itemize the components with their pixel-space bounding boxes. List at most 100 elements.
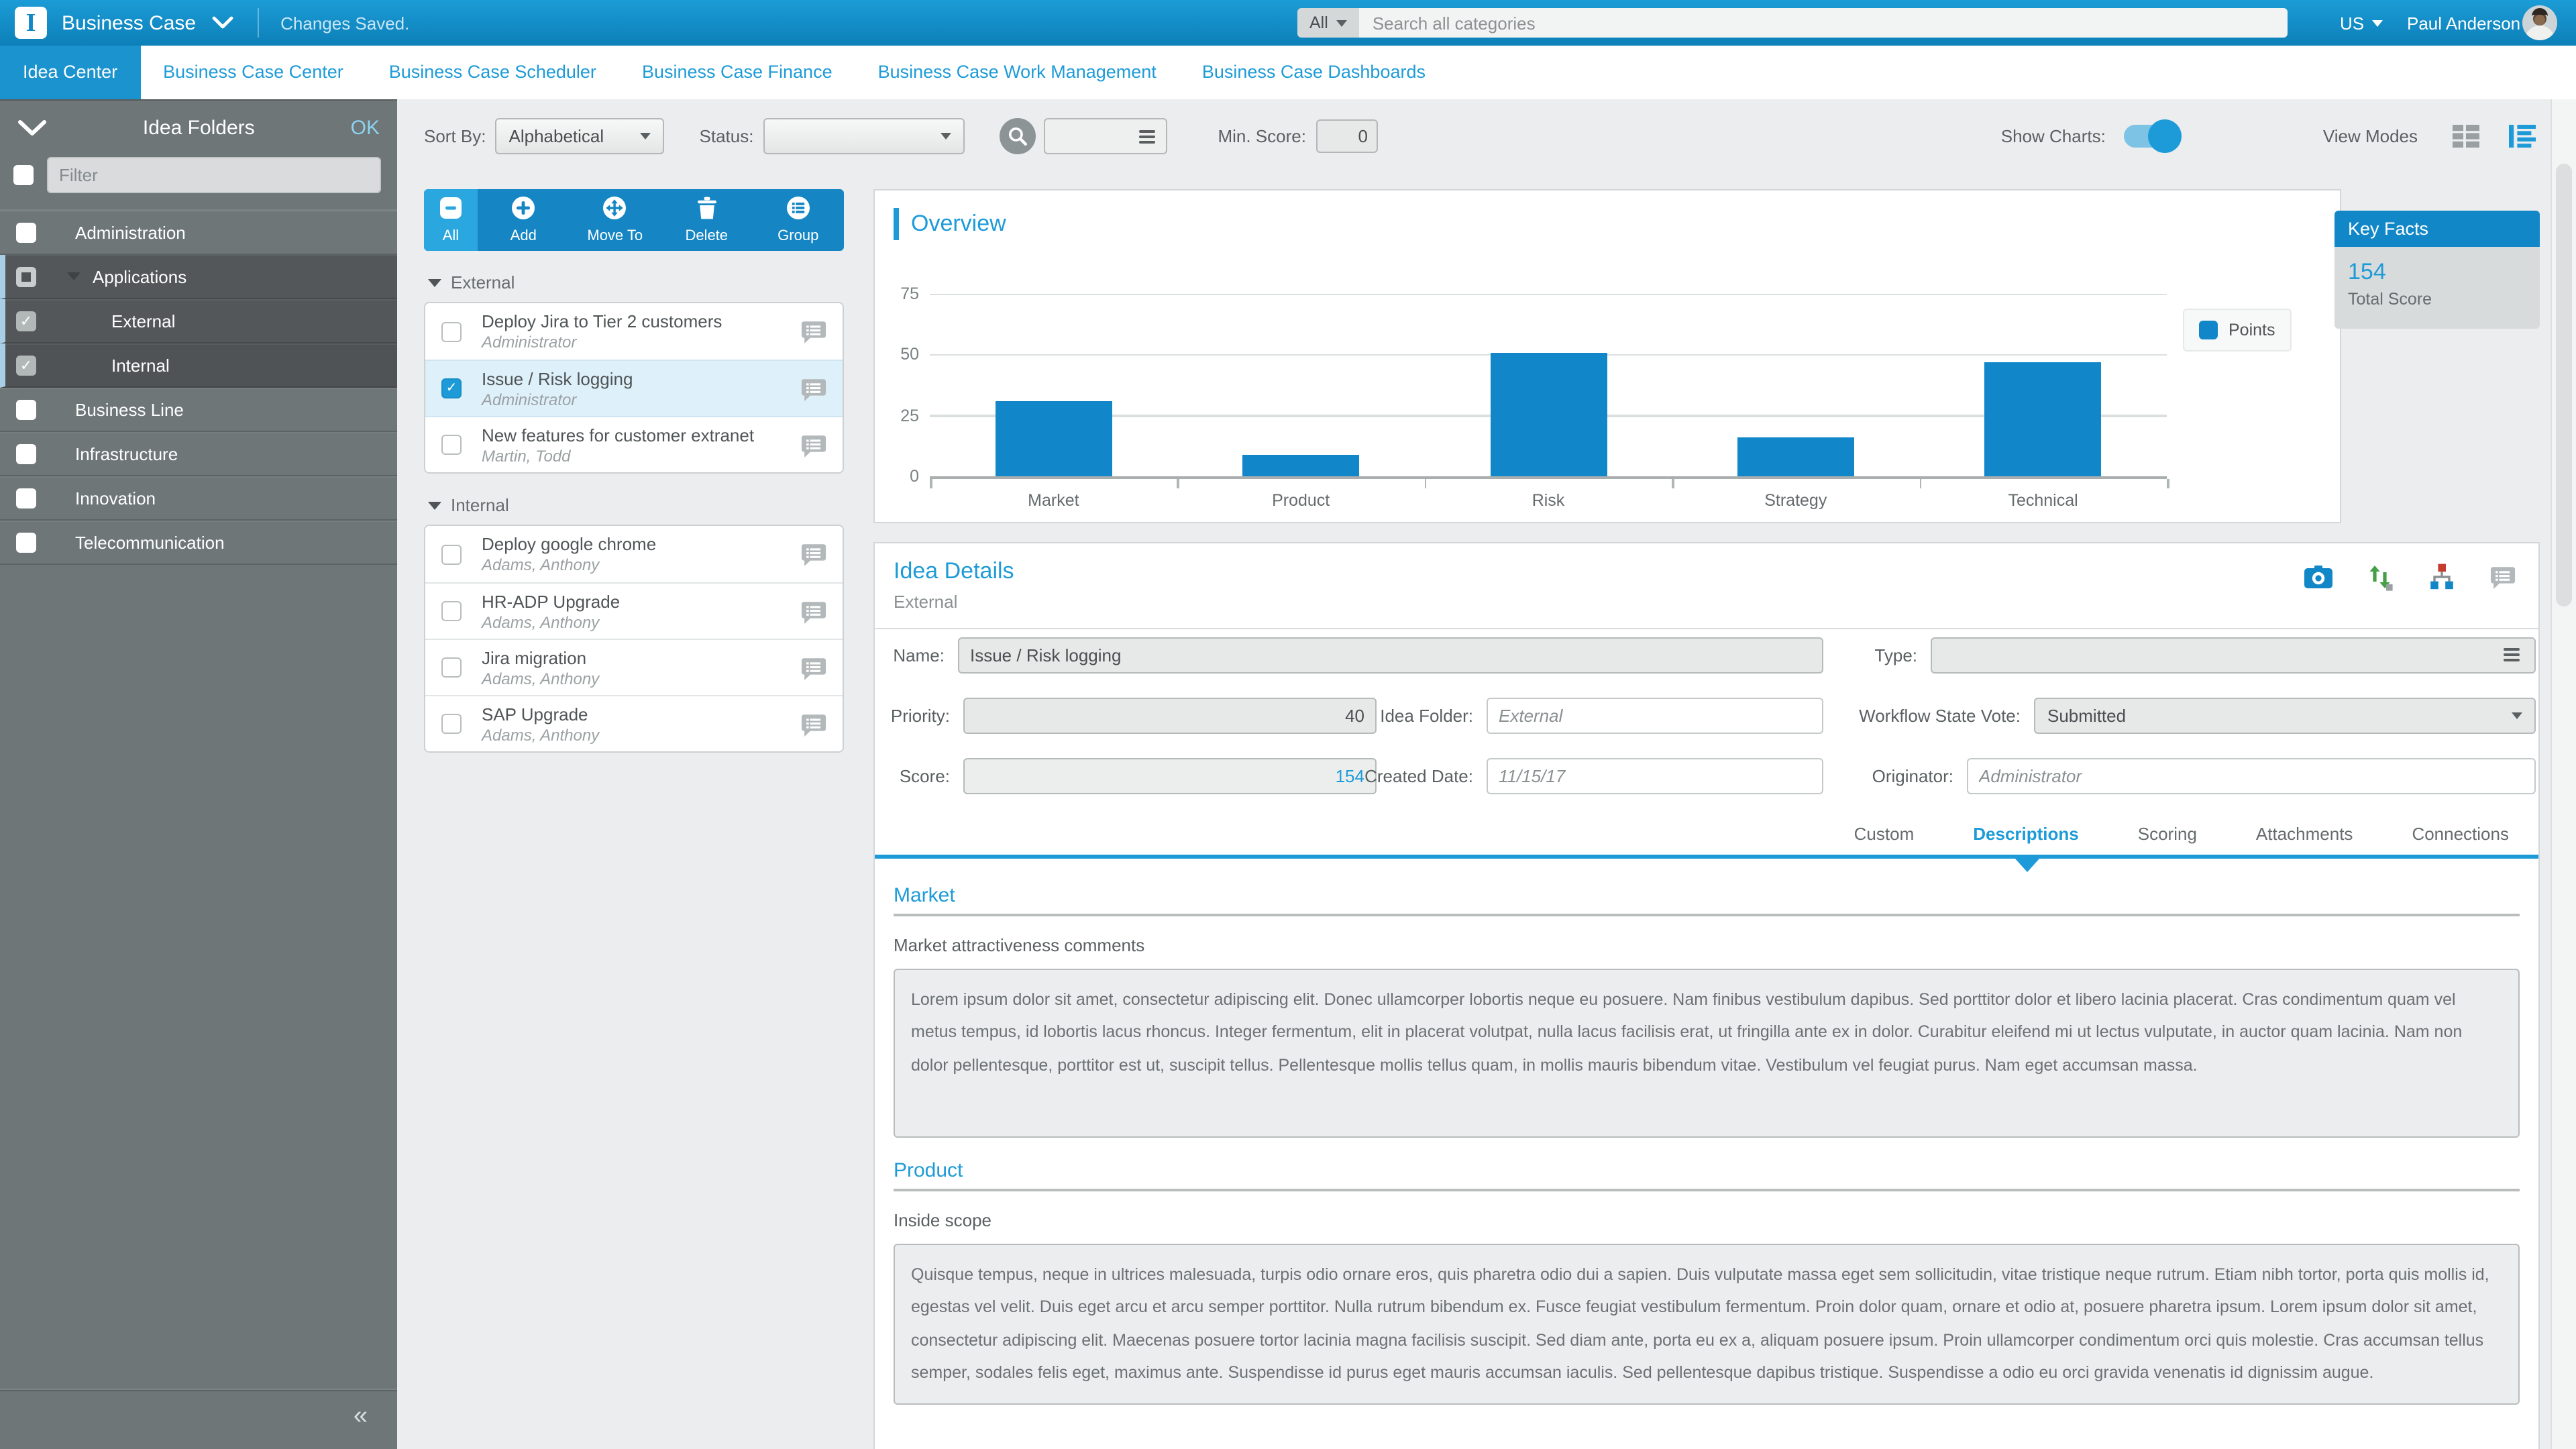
sidebar-item-telecommunication[interactable]: Telecommunication — [0, 521, 397, 565]
notes-icon[interactable] — [800, 376, 828, 411]
idea-folder-input[interactable] — [1487, 698, 1823, 734]
idea-checkbox[interactable] — [441, 544, 462, 564]
nav-tab-business-case-center[interactable]: Business Case Center — [163, 62, 343, 82]
tab-scoring[interactable]: Scoring — [2137, 823, 2197, 843]
idea-row-deploy-jira-to-tier-2-customers[interactable]: Deploy Jira to Tier 2 customers Administr… — [425, 303, 843, 360]
group-button[interactable]: Group — [753, 189, 845, 251]
group-header-external[interactable]: External — [428, 272, 844, 292]
app-logo[interactable]: I — [15, 7, 47, 39]
grid-view-icon[interactable] — [2453, 124, 2479, 147]
bar-market[interactable] — [995, 400, 1112, 476]
tab-attachments[interactable]: Attachments — [2255, 823, 2353, 843]
folder-checkbox[interactable] — [16, 399, 36, 419]
folder-checkbox[interactable] — [16, 222, 36, 242]
chevron-down-icon[interactable] — [212, 16, 233, 30]
filter-checkbox[interactable] — [13, 165, 34, 185]
idea-row-hr-adp-upgrade[interactable]: HR-ADP Upgrade Adams, Anthony — [425, 582, 843, 639]
notes-icon[interactable] — [800, 598, 828, 633]
search-scope-dropdown[interactable]: All — [1297, 8, 1359, 38]
swap-arrows-icon[interactable] — [2365, 562, 2395, 592]
search-input[interactable] — [1358, 8, 2288, 38]
bar-product[interactable] — [1242, 454, 1360, 476]
folder-checkbox[interactable] — [16, 443, 36, 464]
tab-descriptions[interactable]: Descriptions — [1973, 823, 2079, 843]
tab-connections[interactable]: Connections — [2412, 823, 2509, 843]
name-input[interactable] — [958, 637, 1823, 674]
show-charts-label: Show Charts: — [2000, 125, 2106, 146]
show-charts-toggle[interactable] — [2124, 119, 2182, 152]
sidebar-item-infrastructure[interactable]: Infrastructure — [0, 432, 397, 476]
hierarchy-icon[interactable] — [2427, 562, 2457, 592]
idea-checkbox[interactable] — [441, 321, 462, 341]
nav-tab-business-case-finance[interactable]: Business Case Finance — [641, 62, 833, 82]
user-avatar[interactable] — [2522, 5, 2557, 40]
idea-checkbox[interactable] — [441, 714, 462, 734]
chart-legend[interactable]: Points — [2183, 309, 2292, 352]
sidebar-item-internal[interactable]: ✓ Internal — [0, 343, 397, 388]
ok-button[interactable]: OK — [350, 116, 380, 139]
delete-button[interactable]: Delete — [661, 189, 753, 251]
add-button[interactable]: Add — [478, 189, 570, 251]
hamburger-icon[interactable] — [2504, 648, 2520, 661]
tab-custom[interactable]: Custom — [1854, 823, 1915, 843]
nav-tab-idea-center[interactable]: Idea Center — [0, 46, 141, 99]
collapse-panel-icon[interactable] — [17, 119, 47, 136]
all-button[interactable]: All — [424, 189, 478, 251]
nav-tab-business-case-scheduler[interactable]: Business Case Scheduler — [388, 62, 596, 82]
sidebar-item-business-line[interactable]: Business Line — [0, 388, 397, 432]
notes-icon[interactable] — [2489, 563, 2517, 591]
idea-checkbox[interactable] — [441, 657, 462, 678]
locale-dropdown[interactable]: US — [2340, 0, 2383, 46]
bar-strategy[interactable] — [1737, 437, 1854, 476]
list-filter-field[interactable] — [1043, 117, 1167, 154]
sidebar-item-innovation[interactable]: Innovation — [0, 476, 397, 521]
sidebar-item-external[interactable]: ✓ External — [0, 299, 397, 343]
market-attractiveness-comments-textarea[interactable]: Lorem ipsum dolor sit amet, consectetur … — [894, 969, 2520, 1138]
notes-icon[interactable] — [800, 655, 828, 690]
idea-row-deploy-google-chrome[interactable]: Deploy google chrome Adams, Anthony — [425, 526, 843, 582]
type-input[interactable] — [1931, 637, 2536, 674]
bar-risk[interactable] — [1490, 352, 1607, 476]
list-toolbar: Sort By: Alphabetical Status: Min. Score… — [397, 99, 2536, 172]
score-input[interactable] — [963, 758, 1377, 794]
move-to-button[interactable]: Move To — [570, 189, 661, 251]
folder-checkbox[interactable] — [16, 532, 36, 552]
status-select[interactable] — [763, 117, 965, 154]
nav-tab-business-case-dashboards[interactable]: Business Case Dashboards — [1201, 62, 1426, 82]
sidebar-item-administration[interactable]: Administration — [0, 211, 397, 255]
inside-scope-textarea[interactable]: Quisque tempus, neque in ultrices malesu… — [894, 1244, 2520, 1404]
list-search-button[interactable] — [999, 117, 1036, 154]
idea-row-sap-upgrade[interactable]: SAP Upgrade Adams, Anthony — [425, 695, 843, 751]
tree-view-icon[interactable] — [2509, 124, 2536, 147]
idea-row-new-features-for-customer-extranet[interactable]: New features for customer extranet Martin… — [425, 416, 843, 472]
app-title-menu[interactable]: Business Case — [62, 11, 197, 34]
sidebar-item-applications[interactable]: Applications — [0, 255, 397, 299]
notes-icon[interactable] — [800, 432, 828, 467]
nav-tab-business-case-work-management[interactable]: Business Case Work Management — [877, 62, 1157, 82]
created-date-input[interactable] — [1487, 758, 1823, 794]
workflow-state-vote-select[interactable]: Submitted — [2034, 698, 2536, 734]
folder-checkbox[interactable] — [16, 488, 36, 508]
idea-checkbox[interactable]: ✓ — [441, 378, 462, 398]
group-header-internal[interactable]: Internal — [428, 495, 844, 515]
min-score-input[interactable] — [1316, 119, 1379, 152]
notes-icon[interactable] — [800, 711, 828, 746]
camera-icon[interactable] — [2304, 565, 2333, 589]
originator-input[interactable] — [1967, 758, 2536, 794]
notes-icon[interactable] — [800, 318, 828, 353]
folder-checkbox[interactable]: ✓ — [16, 311, 36, 331]
idea-row-issue-risk-logging[interactable]: ✓ Issue / Risk logging Administrator — [425, 360, 843, 416]
notes-icon[interactable] — [800, 541, 828, 576]
scrollbar-thumb[interactable] — [2556, 164, 2572, 606]
bar-technical[interactable] — [1984, 362, 2102, 476]
idea-checkbox[interactable] — [441, 435, 462, 455]
folder-checkbox[interactable]: ✓ — [16, 355, 36, 375]
details-scrollbar[interactable] — [2551, 99, 2576, 1449]
collapse-sidebar-button[interactable]: « — [353, 1402, 368, 1430]
folder-checkbox[interactable] — [16, 266, 36, 286]
sort-by-select[interactable]: Alphabetical — [495, 117, 665, 154]
idea-row-jira-migration[interactable]: Jira migration Adams, Anthony — [425, 639, 843, 695]
folder-filter-input[interactable] — [47, 157, 381, 193]
idea-checkbox[interactable] — [441, 601, 462, 621]
priority-input[interactable] — [963, 698, 1377, 734]
